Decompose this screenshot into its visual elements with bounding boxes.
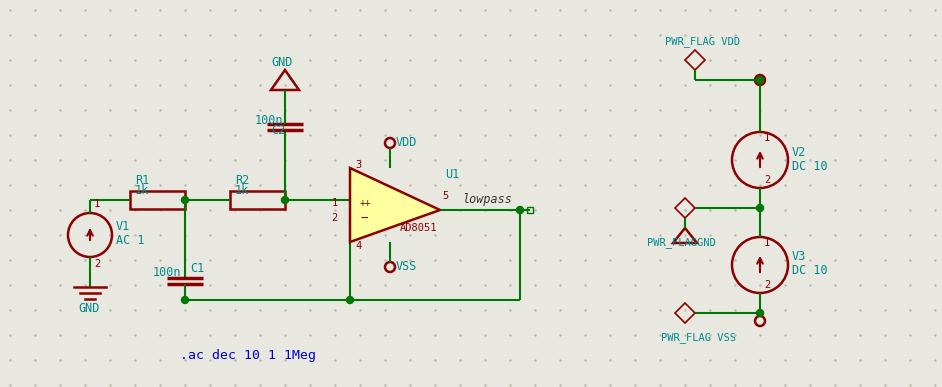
Text: 2: 2 [94,259,100,269]
Text: 100n: 100n [255,113,284,127]
Circle shape [756,204,764,212]
Text: 4: 4 [355,241,361,251]
Text: 2: 2 [332,213,338,223]
Bar [230,191,285,209]
Bar [527,207,533,213]
Text: GND: GND [271,55,292,68]
Text: 1: 1 [764,133,771,143]
Text: .ac dec 10 1 1Meg: .ac dec 10 1 1Meg [180,349,316,361]
Text: GND: GND [78,303,99,315]
Text: V3: V3 [792,250,806,264]
Text: 2: 2 [764,175,771,185]
Text: 3: 3 [355,160,361,170]
Text: C2: C2 [271,123,285,137]
Circle shape [347,296,353,303]
Text: 1: 1 [94,199,100,209]
Text: U1: U1 [445,168,460,182]
Text: AD8051: AD8051 [400,223,437,233]
Text: R2: R2 [235,173,250,187]
Bar [130,191,185,209]
Text: 1: 1 [332,198,338,208]
Circle shape [516,207,524,214]
Text: ++: ++ [360,198,372,208]
Circle shape [182,296,188,303]
Text: DC 10: DC 10 [792,159,828,173]
Text: PWR_FLAGGND: PWR_FLAGGND [647,238,716,248]
Text: V2: V2 [792,146,806,159]
Text: −: − [360,212,367,224]
Text: 1k: 1k [235,185,250,197]
Circle shape [756,77,764,84]
Text: 1k: 1k [135,185,149,197]
Text: PWR_FLAG VDD: PWR_FLAG VDD [665,36,740,48]
Text: PWR_FLAG VSS: PWR_FLAG VSS [661,332,736,343]
Text: DC 10: DC 10 [792,264,828,277]
Circle shape [756,310,764,317]
Text: 2: 2 [764,280,771,290]
Text: VSS: VSS [396,260,417,274]
Text: VDD: VDD [396,137,417,149]
Text: 1: 1 [764,238,771,248]
Circle shape [182,197,188,204]
Text: AC 1: AC 1 [116,235,144,248]
Text: C1: C1 [190,262,204,274]
Circle shape [282,197,288,204]
Polygon shape [350,168,440,242]
Text: V1: V1 [116,221,130,233]
Text: lowpass: lowpass [462,194,512,207]
Text: 5: 5 [442,191,448,201]
Text: R1: R1 [135,173,149,187]
Text: 100n: 100n [153,265,182,279]
